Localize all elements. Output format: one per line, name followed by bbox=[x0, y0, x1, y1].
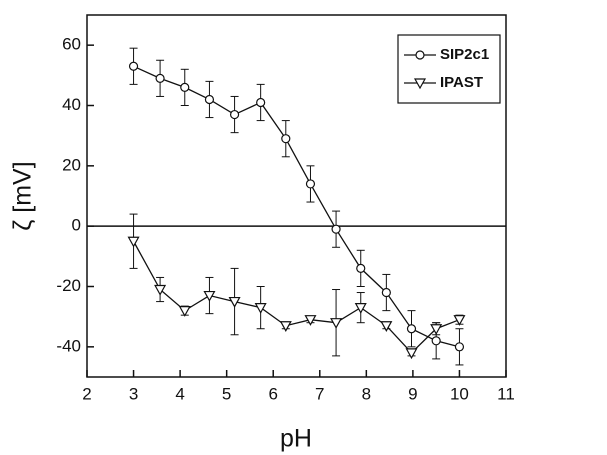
marker bbox=[415, 50, 425, 60]
y-tick-label: 20 bbox=[62, 155, 81, 174]
marker bbox=[128, 61, 139, 71]
marker bbox=[154, 284, 167, 296]
marker bbox=[203, 290, 216, 302]
marker bbox=[381, 287, 391, 298]
marker bbox=[453, 315, 466, 326]
marker bbox=[431, 336, 441, 346]
marker bbox=[256, 97, 266, 108]
marker bbox=[304, 315, 317, 326]
marker bbox=[155, 73, 165, 83]
x-axis-label: pH bbox=[280, 425, 312, 453]
marker bbox=[279, 321, 292, 332]
marker bbox=[204, 94, 215, 105]
legend-box bbox=[397, 34, 501, 104]
y-tick-label: -20 bbox=[56, 276, 81, 295]
x-tick-label: 10 bbox=[450, 384, 469, 403]
x-tick-label: 7 bbox=[315, 384, 324, 403]
legend-label: SIP2c1 bbox=[440, 46, 489, 63]
marker bbox=[356, 263, 366, 273]
marker bbox=[229, 109, 240, 120]
marker bbox=[380, 321, 393, 332]
series-line bbox=[132, 240, 460, 354]
marker bbox=[330, 318, 343, 329]
marker bbox=[354, 303, 367, 314]
series-line bbox=[133, 65, 460, 348]
marker bbox=[406, 324, 417, 334]
marker bbox=[254, 303, 267, 314]
x-tick-label: 6 bbox=[268, 384, 277, 403]
marker bbox=[331, 224, 341, 234]
plot-frame bbox=[86, 14, 507, 378]
y-tick-label: 40 bbox=[62, 95, 81, 114]
marker bbox=[281, 134, 291, 144]
x-tick-label: 8 bbox=[362, 384, 371, 403]
marker bbox=[454, 342, 465, 352]
x-tick-label: 3 bbox=[129, 384, 138, 403]
marker bbox=[413, 78, 427, 90]
y-axis-label: ζ [mV] bbox=[9, 161, 37, 230]
y-tick-label: -40 bbox=[56, 336, 81, 355]
x-tick-label: 11 bbox=[497, 384, 515, 403]
x-tick-label: 5 bbox=[222, 384, 231, 403]
marker bbox=[305, 179, 316, 189]
x-tick-label: 2 bbox=[82, 384, 91, 403]
y-tick-label: 60 bbox=[62, 35, 81, 54]
marker bbox=[127, 236, 140, 248]
marker bbox=[178, 306, 191, 317]
x-tick-label: 9 bbox=[408, 384, 417, 403]
marker bbox=[228, 296, 241, 308]
x-tick-label: 4 bbox=[175, 384, 184, 403]
marker bbox=[180, 82, 190, 93]
marker bbox=[430, 324, 443, 335]
legend-label: IPAST bbox=[440, 74, 483, 91]
y-tick-label: 0 bbox=[72, 216, 81, 235]
marker bbox=[405, 348, 418, 360]
